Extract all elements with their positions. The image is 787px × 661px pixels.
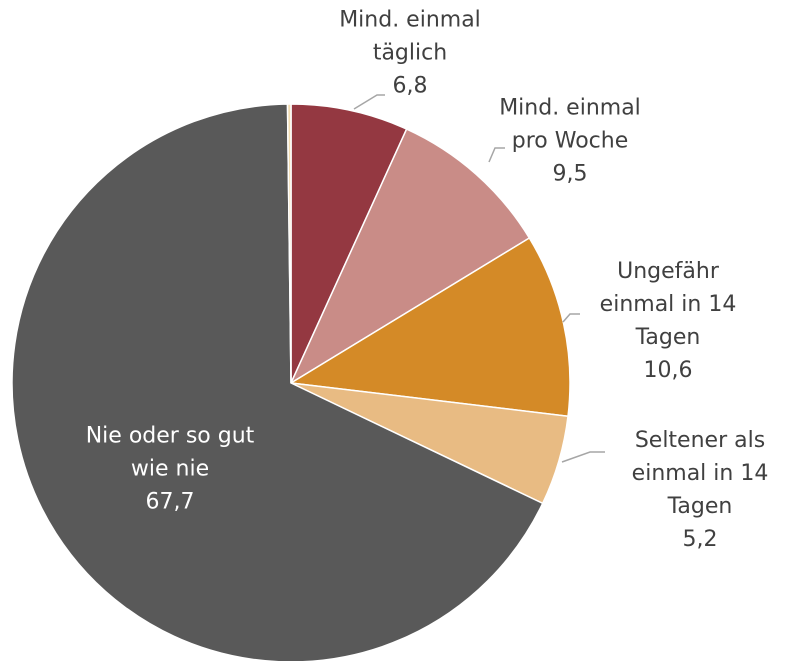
leader-line	[561, 451, 605, 463]
leader-line	[353, 94, 385, 110]
slices	[11, 103, 571, 661]
value-label: 67,7	[145, 489, 195, 515]
slice-label: Nie oder so gut wie nie 67,7	[80, 420, 260, 519]
value-label: 6,8	[392, 73, 428, 99]
slice-label: Ungefähr einmal in 14 Tagen 10,6	[586, 255, 751, 387]
value-label: 9,5	[552, 161, 588, 187]
pie-slice	[289, 128, 531, 385]
leader-line	[488, 147, 505, 163]
pie-slice	[286, 103, 292, 384]
leader-line	[562, 313, 580, 323]
category-label: Mind. einmal täglich	[339, 7, 481, 66]
leader-lines	[353, 94, 605, 463]
value-label: 5,2	[682, 527, 718, 552]
pie-slice	[290, 103, 408, 384]
category-label: Mind. einmal pro Woche	[499, 95, 641, 154]
slice-label: Mind. einmal pro Woche 9,5	[490, 92, 650, 191]
pie-slice	[11, 103, 544, 661]
category-label: Nie oder so gut wie nie	[85, 423, 255, 482]
slice-label: Mind. einmal täglich 6,8	[335, 4, 485, 103]
category-label: Seltener als einmal in 14 Tagen	[631, 428, 769, 519]
value-label: 10,6	[643, 358, 693, 383]
slice-label: Seltener als einmal in 14 Tagen 5,2	[614, 424, 786, 556]
pie-slice	[288, 236, 571, 418]
category-label: Ungefähr einmal in 14 Tagen	[599, 259, 737, 350]
